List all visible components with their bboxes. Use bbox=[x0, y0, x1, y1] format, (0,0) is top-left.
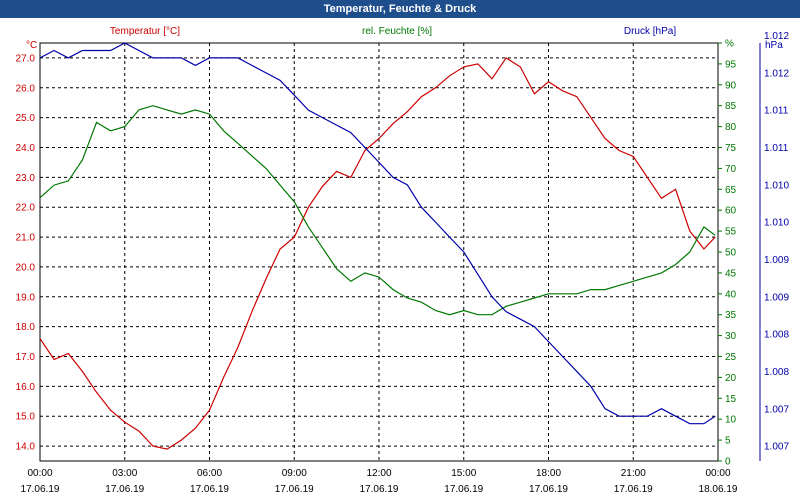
x-tick-time: 00:00 bbox=[27, 468, 52, 479]
y-tick-temperature: 20.0 bbox=[16, 262, 36, 273]
y-tick-humidity: 60 bbox=[725, 206, 737, 217]
y-tick-temperature: 27.0 bbox=[16, 53, 36, 64]
y-tick-pressure: 1.009 bbox=[764, 255, 789, 266]
x-tick-date: 17.06.19 bbox=[614, 484, 653, 495]
y-tick-pressure: 1.011 bbox=[764, 143, 789, 154]
y-tick-humidity: 95 bbox=[725, 59, 737, 70]
x-tick-date: 17.06.19 bbox=[275, 484, 314, 495]
axis-unit-pressure: hPa bbox=[765, 40, 783, 51]
y-tick-temperature: 23.0 bbox=[16, 173, 36, 184]
y-tick-temperature: 16.0 bbox=[16, 382, 36, 393]
pressure-line bbox=[39, 42, 716, 425]
x-tick-time: 15:00 bbox=[451, 468, 476, 479]
axes-layer: 00:00 17.06.19 03:00 17.06.19 06:00 17.06.19 0… bbox=[16, 31, 790, 495]
y-tick-temperature: 19.0 bbox=[16, 292, 36, 303]
y-tick-temperature: 14.0 bbox=[16, 442, 36, 453]
y-tick-temperature: 26.0 bbox=[16, 83, 36, 94]
y-tick-humidity: 35 bbox=[725, 310, 737, 321]
x-tick-date: 18.06.19 bbox=[699, 484, 738, 495]
chart-title: Temperatur, Feuchte & Druck bbox=[0, 0, 800, 18]
y-tick-humidity: 15 bbox=[725, 394, 737, 405]
y-tick-humidity: 80 bbox=[725, 122, 737, 133]
y-tick-humidity: 90 bbox=[725, 80, 737, 91]
legend-humidity: rel. Feuchte [%] bbox=[362, 26, 432, 37]
y-tick-humidity: 5 bbox=[725, 436, 731, 447]
x-tick-time: 21:00 bbox=[621, 468, 646, 479]
y-tick-temperature: 21.0 bbox=[16, 233, 36, 244]
y-tick-humidity: 0 bbox=[725, 457, 731, 468]
y-tick-humidity: 40 bbox=[725, 289, 737, 300]
x-tick-date: 17.06.19 bbox=[360, 484, 399, 495]
y-tick-pressure: 1.010 bbox=[764, 218, 789, 229]
y-tick-humidity: 25 bbox=[725, 352, 737, 363]
y-tick-humidity: 50 bbox=[725, 248, 737, 259]
y-tick-pressure: 1.007 bbox=[764, 442, 789, 453]
axis-unit-left: °C bbox=[26, 40, 37, 51]
x-tick-time: 06:00 bbox=[197, 468, 222, 479]
y-tick-humidity: 20 bbox=[725, 373, 737, 384]
y-tick-humidity: 65 bbox=[725, 185, 737, 196]
y-tick-pressure: 1.012 bbox=[764, 68, 789, 79]
y-tick-temperature: 17.0 bbox=[16, 352, 36, 363]
y-tick-temperature: 15.0 bbox=[16, 412, 36, 423]
x-tick-time: 18:00 bbox=[536, 468, 561, 479]
y-tick-pressure: 1.011 bbox=[764, 106, 789, 117]
x-tick-time: 00:00 bbox=[705, 468, 730, 479]
x-tick-date: 17.06.19 bbox=[190, 484, 229, 495]
x-tick-time: 09:00 bbox=[282, 468, 307, 479]
y-tick-humidity: 75 bbox=[725, 143, 737, 154]
y-tick-pressure: 1.010 bbox=[764, 180, 789, 191]
y-tick-humidity: 45 bbox=[725, 268, 737, 279]
y-tick-temperature: 18.0 bbox=[16, 322, 36, 333]
y-tick-humidity: 10 bbox=[725, 415, 737, 426]
y-tick-temperature: 22.0 bbox=[16, 203, 36, 214]
chart: 00:00 17.06.19 03:00 17.06.19 06:00 17.06.19 0… bbox=[0, 18, 800, 500]
x-tick-time: 03:00 bbox=[112, 468, 137, 479]
series-layer bbox=[39, 42, 716, 450]
y-tick-temperature: 24.0 bbox=[16, 143, 36, 154]
x-tick-date: 17.06.19 bbox=[444, 484, 483, 495]
y-tick-humidity: 30 bbox=[725, 331, 737, 342]
x-tick-time: 12:00 bbox=[366, 468, 391, 479]
y-tick-pressure: 1.012 bbox=[764, 31, 789, 42]
y-tick-pressure: 1.008 bbox=[764, 367, 789, 378]
y-tick-pressure: 1.008 bbox=[764, 330, 789, 341]
y-tick-pressure: 1.007 bbox=[764, 404, 789, 415]
legend-temperature: Temperatur [°C] bbox=[110, 26, 180, 37]
y-tick-temperature: 25.0 bbox=[16, 113, 36, 124]
chart-background bbox=[0, 18, 800, 500]
humidity-line bbox=[39, 105, 716, 316]
y-tick-humidity: 55 bbox=[725, 227, 737, 238]
y-tick-humidity: 85 bbox=[725, 101, 737, 112]
x-tick-date: 17.06.19 bbox=[21, 484, 60, 495]
temperature-line bbox=[39, 57, 716, 450]
x-tick-date: 17.06.19 bbox=[105, 484, 144, 495]
y-tick-humidity: 70 bbox=[725, 164, 737, 175]
y-tick-humidity: % bbox=[725, 39, 734, 50]
grid bbox=[40, 43, 718, 461]
legend: Temperatur [°C] rel. Feuchte [%] Druck [… bbox=[26, 26, 783, 51]
legend-pressure: Druck [hPa] bbox=[624, 26, 676, 37]
x-tick-date: 17.06.19 bbox=[529, 484, 568, 495]
y-tick-pressure: 1.009 bbox=[764, 292, 789, 303]
